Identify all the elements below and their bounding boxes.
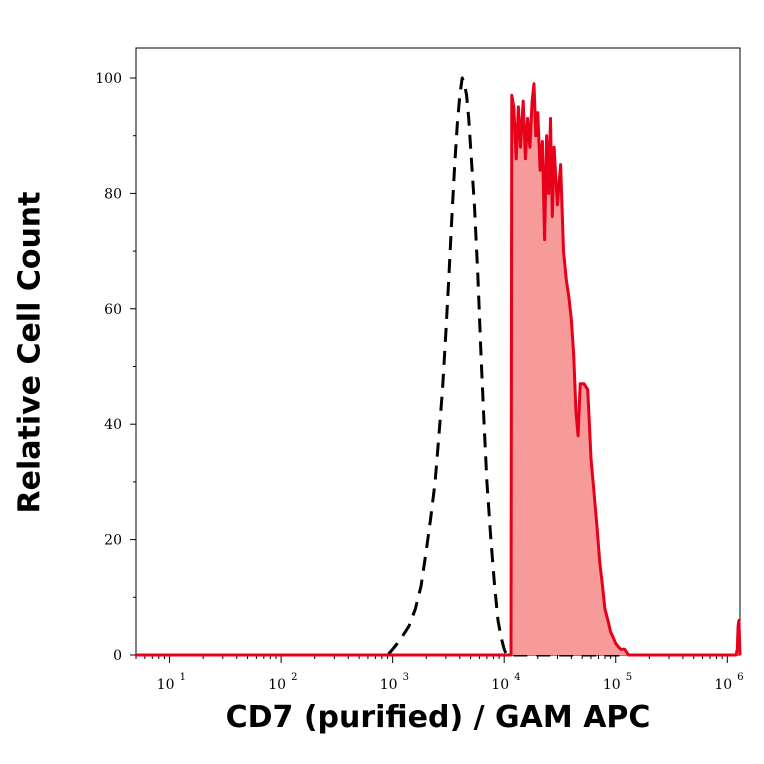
y-tick-label-100: 100	[95, 71, 122, 87]
plot-frame	[135, 47, 741, 656]
y-tick-label-60: 60	[104, 302, 122, 318]
x-axis-ticks: 10 1 10 2 10 3 10 4 10 5 10 6	[135, 655, 744, 693]
series-1-fill	[136, 83, 740, 656]
x-tick-label-3: 10	[380, 677, 398, 693]
series-0-line	[136, 76, 740, 657]
x-tick-exponent-1: 1	[180, 672, 186, 683]
x-tick-label-5: 10	[603, 677, 621, 693]
x-axis-label: CD7 (purified) / GAM APC	[225, 700, 651, 735]
x-tick-exponent-5: 5	[626, 672, 632, 683]
y-tick-label-0: 0	[113, 648, 122, 664]
x-tick-label-4: 10	[491, 677, 509, 693]
x-tick-exponent-2: 2	[291, 672, 297, 683]
y-tick-label-20: 20	[104, 533, 122, 549]
x-tick-label-2: 10	[268, 677, 286, 693]
plot-border	[135, 47, 741, 656]
x-tick-label-1: 10	[157, 677, 175, 693]
y-axis-label: Relative Cell Count	[12, 191, 48, 514]
x-tick-exponent-6: 6	[737, 672, 743, 683]
series-1-line	[136, 82, 742, 657]
y-tick-label-40: 40	[104, 417, 122, 433]
series-layer	[136, 76, 742, 657]
x-tick-label-6: 10	[714, 677, 732, 693]
x-tick-exponent-4: 4	[514, 672, 520, 683]
y-axis-ticks: 0 20 40 60 80 100	[95, 71, 136, 664]
y-tick-label-80: 80	[104, 186, 122, 202]
x-tick-exponent-3: 3	[403, 672, 409, 683]
